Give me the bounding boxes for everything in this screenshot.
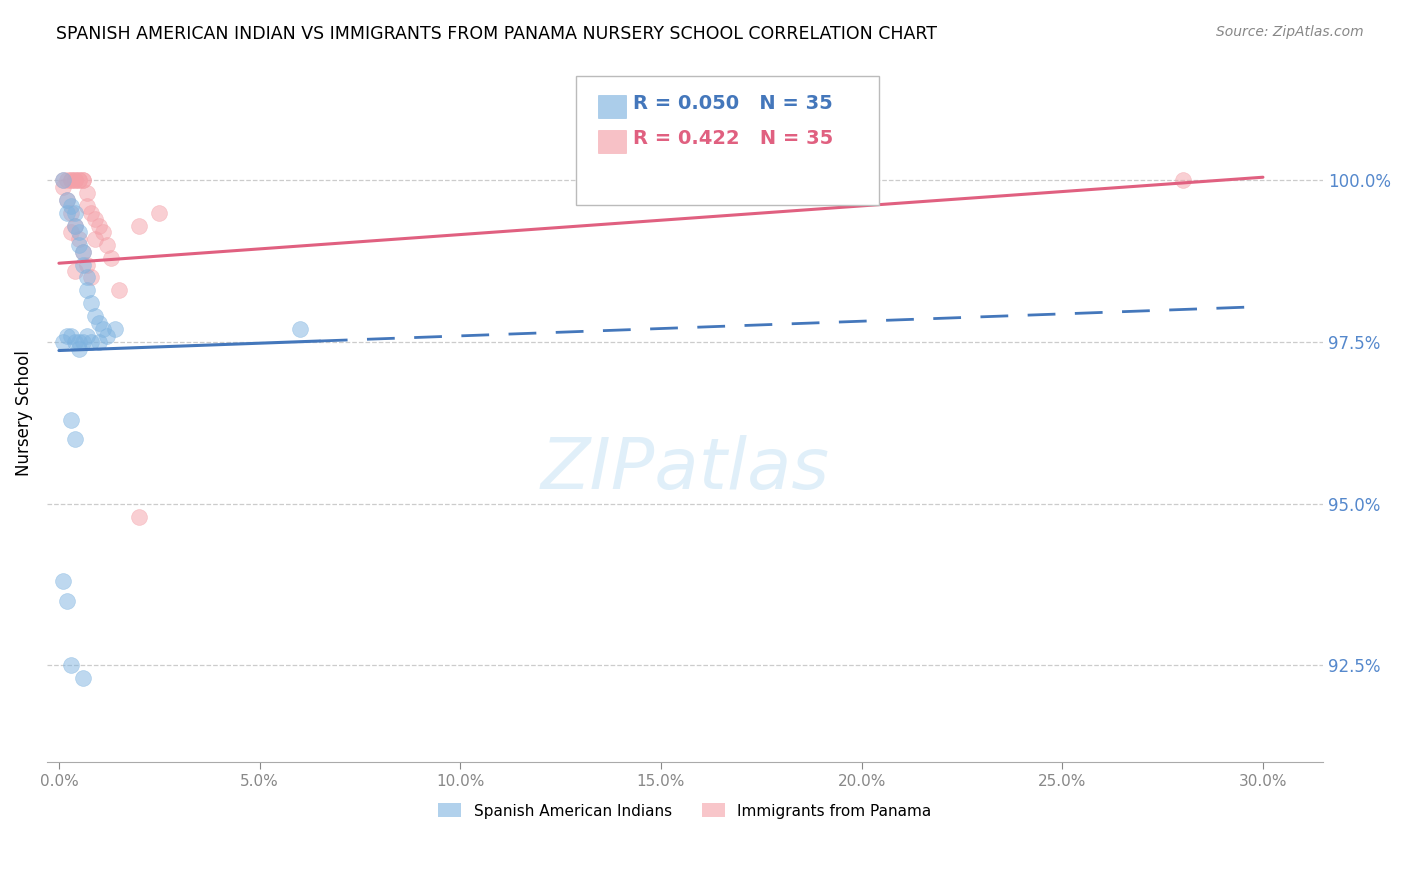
Point	[96, 238, 118, 252]
Text: Source: ZipAtlas.com: Source: ZipAtlas.com	[1216, 25, 1364, 39]
Point	[76, 284, 98, 298]
Point	[148, 206, 170, 220]
Point	[104, 322, 127, 336]
Point	[80, 270, 103, 285]
Point	[63, 219, 86, 233]
Point	[59, 658, 82, 673]
Point	[76, 258, 98, 272]
Text: R = 0.050   N = 35: R = 0.050 N = 35	[633, 94, 832, 112]
Point	[67, 173, 90, 187]
Point	[76, 199, 98, 213]
Point	[59, 173, 82, 187]
Point	[72, 672, 94, 686]
Point	[84, 232, 107, 246]
Point	[87, 335, 110, 350]
Point	[80, 335, 103, 350]
Point	[128, 219, 150, 233]
Point	[59, 199, 82, 213]
Point	[91, 225, 114, 239]
Point	[650, 173, 672, 187]
Point	[80, 206, 103, 220]
Point	[52, 173, 75, 187]
Point	[288, 322, 311, 336]
Point	[56, 328, 79, 343]
Point	[63, 173, 86, 187]
Point	[80, 296, 103, 310]
Point	[76, 186, 98, 201]
Point	[52, 173, 75, 187]
Point	[56, 193, 79, 207]
Point	[67, 335, 90, 350]
Point	[67, 232, 90, 246]
Point	[72, 244, 94, 259]
Point	[67, 238, 90, 252]
Point	[67, 173, 90, 187]
Point	[91, 322, 114, 336]
Text: ZIPatlas: ZIPatlas	[540, 434, 830, 504]
Point	[72, 173, 94, 187]
Point	[100, 251, 122, 265]
Point	[52, 574, 75, 589]
Point	[52, 180, 75, 194]
Point	[67, 225, 90, 239]
Point	[56, 206, 79, 220]
Point	[59, 328, 82, 343]
Point	[59, 173, 82, 187]
Point	[67, 342, 90, 356]
Y-axis label: Nursery School: Nursery School	[15, 351, 32, 476]
Point	[59, 225, 82, 239]
Point	[52, 335, 75, 350]
Point	[84, 310, 107, 324]
Point	[108, 284, 131, 298]
Text: R = 0.422   N = 35: R = 0.422 N = 35	[633, 129, 832, 148]
Point	[56, 173, 79, 187]
Point	[72, 244, 94, 259]
Point	[63, 335, 86, 350]
Point	[72, 173, 94, 187]
Point	[63, 219, 86, 233]
Point	[76, 328, 98, 343]
Point	[87, 316, 110, 330]
Point	[84, 212, 107, 227]
Point	[72, 335, 94, 350]
Point	[63, 432, 86, 446]
Point	[87, 219, 110, 233]
Point	[128, 509, 150, 524]
Point	[1171, 173, 1194, 187]
Point	[76, 270, 98, 285]
Point	[56, 193, 79, 207]
Point	[96, 328, 118, 343]
Point	[63, 206, 86, 220]
Point	[63, 173, 86, 187]
Point	[59, 206, 82, 220]
Point	[59, 413, 82, 427]
Point	[56, 594, 79, 608]
Text: SPANISH AMERICAN INDIAN VS IMMIGRANTS FROM PANAMA NURSERY SCHOOL CORRELATION CHA: SPANISH AMERICAN INDIAN VS IMMIGRANTS FR…	[56, 25, 938, 43]
Legend: Spanish American Indians, Immigrants from Panama: Spanish American Indians, Immigrants fro…	[432, 797, 938, 824]
Point	[72, 258, 94, 272]
Point	[63, 264, 86, 278]
